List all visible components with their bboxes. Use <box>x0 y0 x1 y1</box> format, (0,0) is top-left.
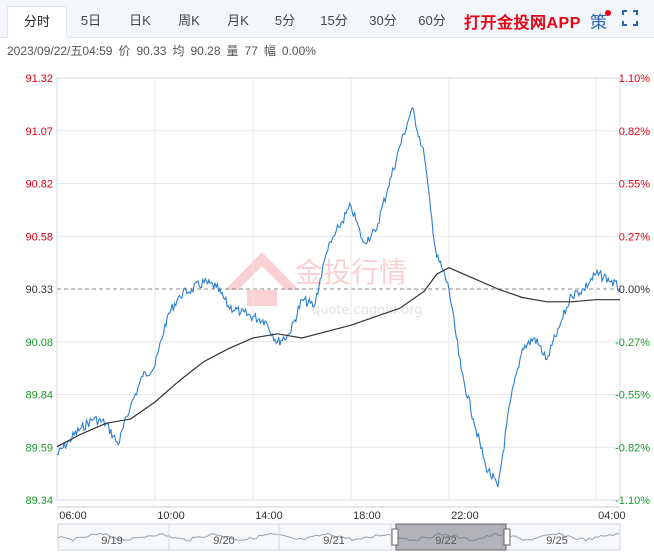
y-tick-label: 89.34 <box>25 495 53 507</box>
y-tick-label: 89.59 <box>25 442 53 454</box>
avg-label: 均 <box>172 44 185 58</box>
tab-30分[interactable]: 30分 <box>369 13 397 28</box>
tab-分时[interactable]: 分时 <box>7 6 67 38</box>
navigator-selection-window[interactable] <box>395 523 507 551</box>
chart-grid <box>56 77 621 501</box>
y-tick-label: 89.84 <box>25 390 53 402</box>
notification-dot <box>605 10 611 16</box>
y-tick-label: 90.08 <box>25 337 53 349</box>
series-layer <box>56 106 621 488</box>
average-series-line <box>56 267 620 448</box>
navigator-right-handle[interactable] <box>503 528 511 546</box>
navigator-date-label: 9/20 <box>213 535 234 547</box>
navigator-date-label: 9/25 <box>546 535 567 547</box>
x-tick-label: 18:00 <box>353 510 381 522</box>
y-tick-label-right: -0.82% <box>615 442 650 454</box>
volume-label: 量 <box>226 44 239 58</box>
navigator-date-label: 9/19 <box>101 535 122 547</box>
y-tick-label: 91.32 <box>25 73 53 85</box>
period-tabbar: 分时 5日 日K 周K 月K 5分 15分 30分 60分 <box>0 0 654 38</box>
volume-value: 77 <box>244 44 258 58</box>
watermark-site: quote.cngold.org <box>312 303 423 318</box>
x-tick-label: 04:00 <box>598 510 626 522</box>
watermark-logo-icon <box>225 252 299 290</box>
navigator-track <box>57 523 621 551</box>
y-tick-label-right: 0.27% <box>619 231 650 243</box>
quote-info-bar: 2023/09/22/五04:59 价 90.33 均 90.28 量 77 幅 0.00% <box>7 42 322 59</box>
y-tick-label: 90.33 <box>25 284 53 296</box>
price-series-line <box>56 106 621 488</box>
fullscreen-icon[interactable] <box>622 10 638 26</box>
tab-月K[interactable]: 月K <box>227 13 249 28</box>
y-tick-label-right: -1.10% <box>615 495 650 507</box>
y-tick-label-right: 1.10% <box>619 73 650 85</box>
strategy-button[interactable]: 策 <box>590 13 607 32</box>
y-tick-label: 90.82 <box>25 179 53 191</box>
open-app-link[interactable]: 打开金投网APP <box>464 15 581 32</box>
x-tick-label: 22:00 <box>451 510 479 522</box>
y-tick-label-right: 0.55% <box>619 179 650 191</box>
x-tick-label: 14:00 <box>255 510 283 522</box>
tab-60分[interactable]: 60分 <box>418 13 446 28</box>
x-tick-label: 06:00 <box>59 510 87 522</box>
y-tick-label-right: 0.82% <box>619 126 650 138</box>
price-label: 价 <box>118 44 131 58</box>
change-label: 幅 <box>263 44 276 58</box>
tab-5分[interactable]: 5分 <box>274 13 296 28</box>
navigator-sparkline <box>57 532 620 542</box>
avg-value: 90.28 <box>190 44 221 58</box>
y-tick-label-right: -0.27% <box>615 337 650 349</box>
watermark-logo-base <box>247 290 277 306</box>
tab-周K[interactable]: 周K <box>178 13 200 28</box>
navigator-date-label: 9/22 <box>435 535 456 547</box>
tab-日K[interactable]: 日K <box>129 13 151 28</box>
quote-datetime: 2023/09/22/五04:59 <box>7 44 113 58</box>
x-tick-label: 10:00 <box>157 510 185 522</box>
range-navigator[interactable]: 9/19 9/20 9/21 9/22 9/25 <box>57 523 621 551</box>
tab-15分[interactable]: 15分 <box>320 13 348 28</box>
y-tick-label-right: 0.00% <box>619 284 650 296</box>
y-tick-label: 90.58 <box>25 231 53 243</box>
price-value: 90.33 <box>136 44 167 58</box>
navigator-left-handle[interactable] <box>391 528 399 546</box>
y-tick-label: 91.07 <box>25 126 53 138</box>
axis-layer: 91.32 1.10% 91.07 0.82% 90.82 0.55% 90.58 0.27%… <box>25 73 650 522</box>
tab-5日[interactable]: 5日 <box>80 13 102 28</box>
change-value: 0.00% <box>281 44 316 58</box>
navigator-date-label: 9/21 <box>323 535 344 547</box>
y-tick-label-right: -0.55% <box>615 390 650 402</box>
